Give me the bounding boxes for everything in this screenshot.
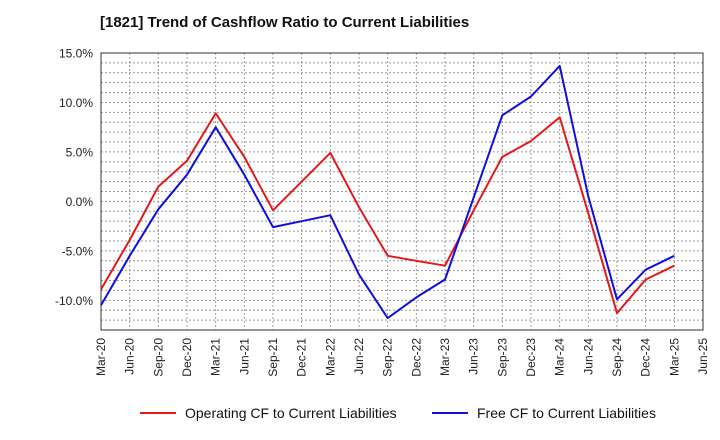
x-tick-label: Mar-23 — [438, 338, 452, 376]
x-tick-label: Jun-21 — [237, 338, 251, 375]
y-tick-label: -10.0% — [55, 294, 93, 308]
x-tick-label: Dec-21 — [295, 338, 309, 377]
x-tick-label: Sep-22 — [381, 338, 395, 377]
x-tick-label: Mar-24 — [553, 338, 567, 376]
x-tick-label: Sep-23 — [495, 338, 509, 377]
x-tick-label: Jun-24 — [581, 338, 595, 375]
axes — [100, 52, 704, 331]
y-tick-label: -5.0% — [62, 244, 94, 258]
y-tick-label: 0.0% — [66, 195, 94, 209]
x-tick-label: Jun-20 — [123, 338, 137, 375]
y-tick-label: 10.0% — [59, 96, 93, 110]
x-tick-label: Sep-24 — [610, 338, 624, 377]
legend-swatch-free-cf — [432, 412, 468, 414]
series-line-free-cf — [100, 64, 675, 320]
x-tick-labels: Mar-20 Jun-20 Sep-20 Dec-20 Mar-21 Jun-21 Sep-… — [94, 338, 710, 377]
legend-label-free-cf: Free CF to Current Liabilities — [477, 405, 656, 421]
y-tick-labels: 15.0% 10.0% 5.0% 0.0% -5.0% -10.0% — [55, 47, 93, 308]
x-tick-label: Jun-23 — [467, 338, 481, 375]
legend-swatch-operating-cf — [140, 412, 176, 414]
x-tick-label: Mar-20 — [94, 338, 108, 376]
series-lines — [100, 64, 675, 320]
x-tick-label: Mar-21 — [209, 338, 223, 376]
legend-item-operating-cf: Operating CF to Current Liabilities — [140, 405, 397, 421]
x-tick-label: Dec-20 — [180, 338, 194, 377]
y-tick-label: 5.0% — [66, 145, 94, 159]
series-line-operating-cf — [100, 112, 675, 315]
x-tick-label: Sep-20 — [151, 338, 165, 377]
y-tick-label: 15.0% — [59, 47, 93, 61]
grid — [100, 52, 704, 331]
legend-label-operating-cf: Operating CF to Current Liabilities — [185, 405, 397, 421]
x-tick-label: Mar-22 — [323, 338, 337, 376]
plot-frame — [100, 52, 704, 331]
x-tick-label: Dec-23 — [524, 338, 538, 377]
x-tick-label: Jun-22 — [352, 338, 366, 375]
chart-title: [1821] Trend of Cashflow Ratio to Curren… — [100, 14, 470, 31]
x-tick-label: Sep-21 — [266, 338, 280, 377]
x-tick-label: Jun-25 — [696, 338, 710, 375]
x-tick-label: Dec-22 — [409, 338, 423, 377]
legend-item-free-cf: Free CF to Current Liabilities — [432, 405, 656, 421]
x-tick-label: Dec-24 — [639, 338, 653, 377]
x-tick-label: Mar-25 — [667, 338, 681, 376]
